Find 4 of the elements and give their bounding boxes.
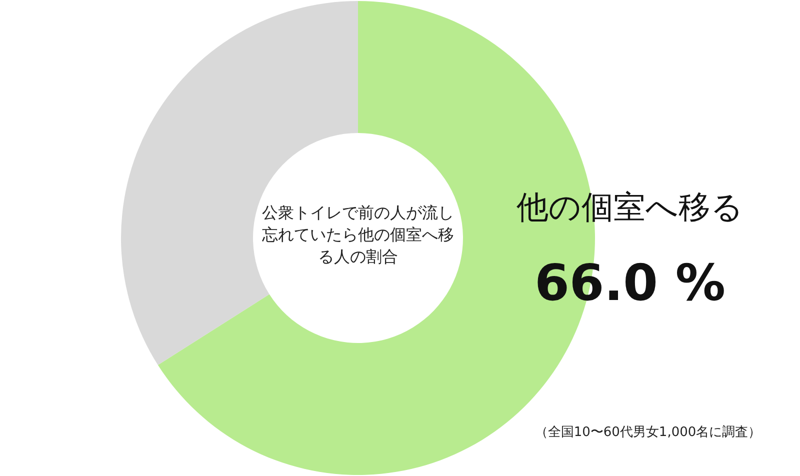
text: 公衆トイレで前の人が流し忘れていたら他の個室へ移る人の割合 [261, 202, 455, 268]
data-label: 66.0 % [534, 254, 726, 312]
text: （全国10〜60代男女1,000名に調査） [534, 425, 762, 440]
slice-label: 他の個室へ移る [516, 188, 744, 226]
